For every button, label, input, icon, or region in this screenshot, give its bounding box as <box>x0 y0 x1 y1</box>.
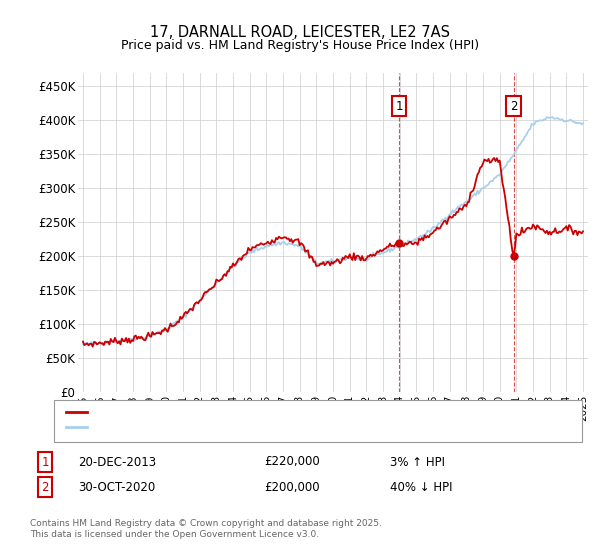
Text: 2: 2 <box>510 100 517 113</box>
Text: 3% ↑ HPI: 3% ↑ HPI <box>390 455 445 469</box>
Text: HPI: Average price, detached house, Leicester: HPI: Average price, detached house, Leic… <box>90 422 331 432</box>
Text: 2: 2 <box>41 480 49 494</box>
Text: 30-OCT-2020: 30-OCT-2020 <box>78 480 155 494</box>
Text: 1: 1 <box>395 100 403 113</box>
Text: £200,000: £200,000 <box>264 480 320 494</box>
Text: 17, DARNALL ROAD, LEICESTER, LE2 7AS (detached house): 17, DARNALL ROAD, LEICESTER, LE2 7AS (de… <box>90 407 398 417</box>
Text: Contains HM Land Registry data © Crown copyright and database right 2025.
This d: Contains HM Land Registry data © Crown c… <box>30 520 382 539</box>
Text: 17, DARNALL ROAD, LEICESTER, LE2 7AS: 17, DARNALL ROAD, LEICESTER, LE2 7AS <box>150 25 450 40</box>
Text: Price paid vs. HM Land Registry's House Price Index (HPI): Price paid vs. HM Land Registry's House … <box>121 39 479 52</box>
Text: 40% ↓ HPI: 40% ↓ HPI <box>390 480 452 494</box>
Text: £220,000: £220,000 <box>264 455 320 469</box>
Text: 1: 1 <box>41 455 49 469</box>
Text: 20-DEC-2013: 20-DEC-2013 <box>78 455 156 469</box>
